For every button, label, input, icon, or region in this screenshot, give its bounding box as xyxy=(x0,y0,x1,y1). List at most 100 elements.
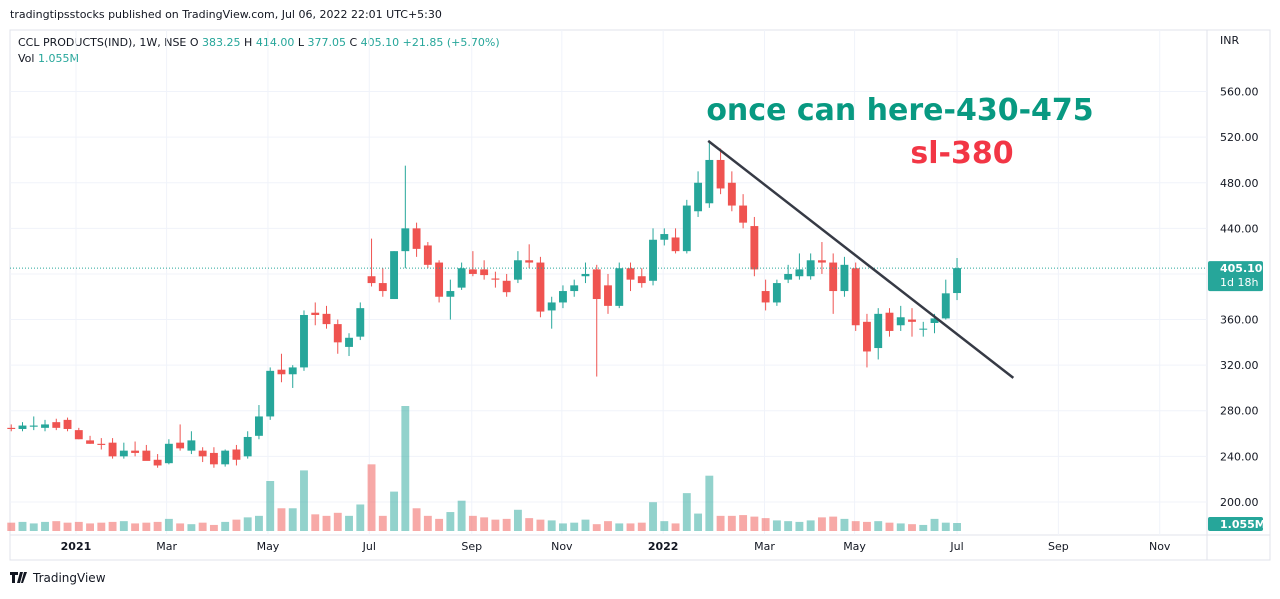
currency-label: INR xyxy=(1220,34,1239,47)
volume-bar xyxy=(570,522,579,531)
candle-body xyxy=(367,276,376,284)
candle-body xyxy=(7,427,16,429)
candle-body xyxy=(795,269,804,277)
candle-body xyxy=(637,276,646,284)
candle-body xyxy=(29,425,38,427)
x-tick-label: Mar xyxy=(156,540,177,553)
x-tick-label: May xyxy=(843,540,866,553)
candle-body xyxy=(243,436,252,457)
volume-bar xyxy=(142,522,151,531)
candle-body xyxy=(221,450,230,465)
candle-body xyxy=(649,239,657,281)
candle-body xyxy=(97,443,106,445)
volume-legend: Vol 1.055M xyxy=(18,52,79,65)
volume-bar xyxy=(660,521,669,531)
candle-body xyxy=(18,425,27,429)
candle-body xyxy=(74,430,83,440)
volume-bar xyxy=(829,516,838,531)
candle-body xyxy=(198,450,207,457)
volume-bar xyxy=(221,521,230,531)
volume-bar xyxy=(243,517,252,531)
legend-line: CCL PRODUCTS(IND), 1W, NSE O 383.25 H 41… xyxy=(18,36,500,49)
candle-body xyxy=(592,269,601,300)
volume-bar xyxy=(491,519,500,531)
candle-body xyxy=(536,262,545,312)
volume-bar xyxy=(581,519,590,531)
candle-body xyxy=(840,264,849,292)
volume-bar xyxy=(941,522,950,531)
candle-body xyxy=(266,370,275,417)
candle-body xyxy=(345,337,353,347)
volume-bar xyxy=(863,521,871,531)
volume-tag xyxy=(1208,517,1263,531)
volume-bar xyxy=(795,521,804,531)
volume-bar xyxy=(164,518,173,531)
volume-bar xyxy=(322,515,331,531)
candle-body xyxy=(288,367,297,375)
volume-bar xyxy=(953,523,961,531)
candle-body xyxy=(727,182,736,206)
candle-body xyxy=(660,234,669,240)
candle-body xyxy=(356,308,365,337)
volume-bar xyxy=(266,481,275,531)
volume-bar xyxy=(919,524,928,531)
x-tick-label: May xyxy=(257,540,280,553)
y-tick-label: 560.00 xyxy=(1220,86,1259,99)
candle-body xyxy=(232,449,241,460)
candle-body xyxy=(435,262,444,297)
volume-bar xyxy=(637,522,646,531)
volume-bar xyxy=(356,504,365,531)
volume-bar xyxy=(682,493,691,531)
x-tick-label: Nov xyxy=(1149,540,1171,553)
x-tick-label: Sep xyxy=(461,540,482,553)
y-tick-label: 280.00 xyxy=(1220,405,1259,418)
volume-bar xyxy=(525,518,534,531)
y-tick-label: 360.00 xyxy=(1220,314,1259,327)
volume-bar xyxy=(694,513,703,531)
volume-bar xyxy=(908,524,916,531)
candle-body xyxy=(581,273,590,277)
candle-body xyxy=(119,450,128,457)
countdown-label: 1d 18h xyxy=(1220,276,1258,289)
last-price-tag xyxy=(1208,261,1263,292)
ohlc-key: H xyxy=(244,36,252,49)
candle-body xyxy=(705,159,714,204)
candle-body xyxy=(401,228,410,252)
candle-body xyxy=(378,283,387,292)
volume-bar xyxy=(772,520,781,531)
candle-body xyxy=(739,205,748,223)
volume-bar xyxy=(896,523,905,531)
volume-bar xyxy=(547,520,556,531)
x-tick-label: 2021 xyxy=(61,540,92,553)
candle-body xyxy=(502,280,511,293)
x-tick-label: Jul xyxy=(362,540,376,553)
volume-bar xyxy=(468,515,477,531)
candle-body xyxy=(615,268,624,306)
candle-body xyxy=(885,312,894,331)
ohlc-key: O xyxy=(190,36,199,49)
brand-logo xyxy=(10,572,27,583)
volume-bar xyxy=(626,523,635,531)
candle-body xyxy=(300,314,308,368)
volume-bar xyxy=(378,515,387,531)
volume-bar xyxy=(18,521,27,531)
candle-body xyxy=(255,416,263,436)
candle-body xyxy=(513,260,522,280)
volume-bar xyxy=(86,523,94,531)
y-tick-label: 480.00 xyxy=(1220,177,1259,190)
candle-body xyxy=(457,268,466,288)
candle-body xyxy=(164,443,173,464)
candle-body xyxy=(570,285,579,292)
candle-body xyxy=(806,260,815,277)
candle-body xyxy=(446,291,455,297)
candle-body xyxy=(908,319,916,322)
volume-bar xyxy=(446,512,455,531)
volume-bar xyxy=(232,519,241,531)
candle-body xyxy=(682,205,691,252)
annotation: sl-380 xyxy=(910,136,1013,171)
volume-value: 1.055M xyxy=(38,52,79,65)
candle-body xyxy=(86,440,94,444)
candle-body xyxy=(547,302,556,311)
